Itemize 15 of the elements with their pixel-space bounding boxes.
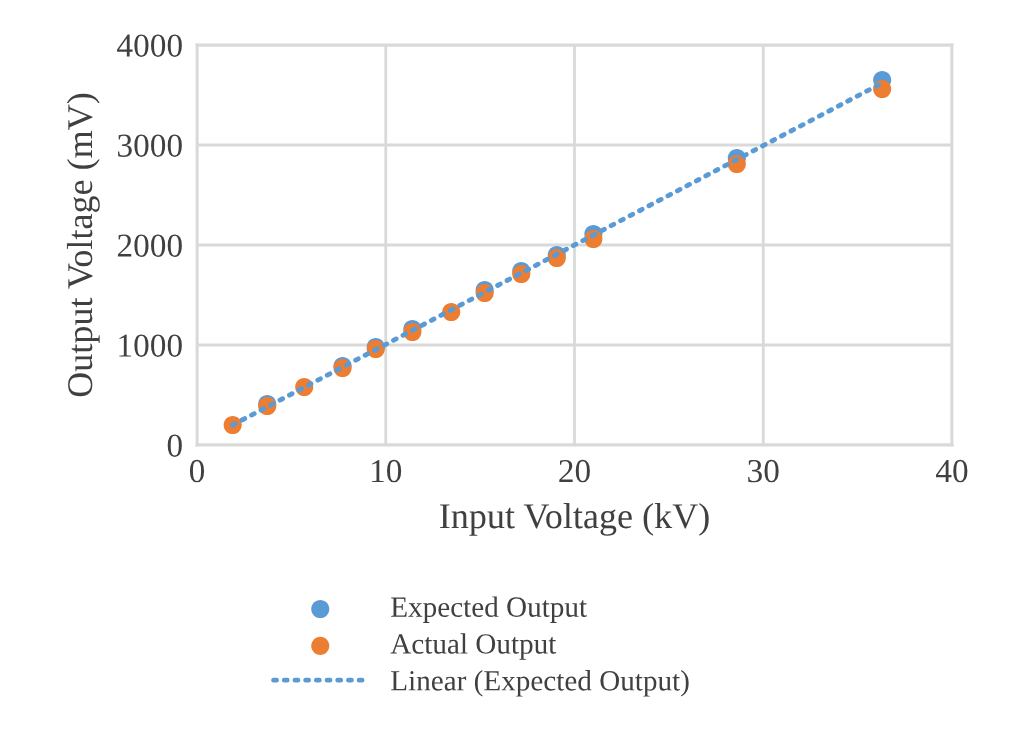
legend-label: Actual Output [390, 633, 557, 660]
legend-label: Expected Output [391, 596, 587, 623]
x-tick-label: 40 [935, 459, 968, 483]
x-tick-label: 30 [748, 459, 779, 483]
x-tick-label: 20 [559, 459, 590, 483]
y-tick-label: 1000 [119, 334, 182, 357]
y-tick-label: 0 [167, 434, 182, 457]
y-tick-label: 3000 [118, 134, 182, 157]
y-axis-title: Output Voltage (mV) [66, 93, 100, 397]
y-tick-label: 4000 [117, 34, 182, 57]
x-tick-label: 0 [189, 459, 205, 483]
x-tick-label: 10 [372, 459, 402, 483]
legend-label: Linear (Expected Output) [391, 670, 689, 697]
y-tick-label: 2000 [117, 234, 182, 257]
x-axis-title: Input Voltage (kV) [440, 503, 709, 536]
